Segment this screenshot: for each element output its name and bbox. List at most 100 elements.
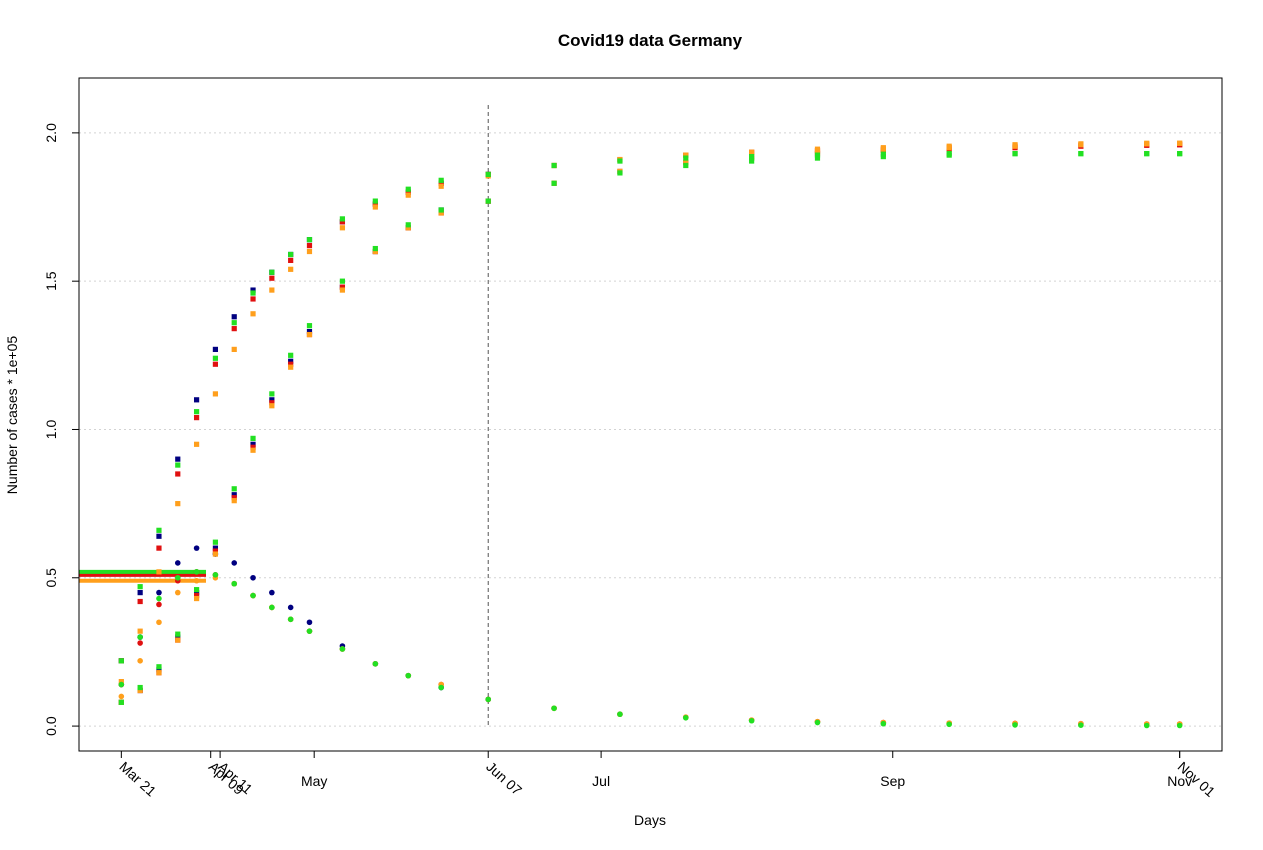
point bbox=[339, 284, 346, 290]
point bbox=[212, 572, 219, 578]
point bbox=[212, 361, 219, 367]
point bbox=[814, 155, 821, 161]
point bbox=[156, 601, 162, 608]
point bbox=[405, 222, 411, 228]
point bbox=[231, 498, 237, 504]
point bbox=[372, 248, 378, 255]
point bbox=[880, 154, 886, 160]
point bbox=[1177, 151, 1183, 157]
y-tick-label: 0.0 bbox=[43, 716, 59, 736]
point bbox=[212, 548, 219, 554]
point bbox=[683, 155, 689, 161]
point bbox=[551, 162, 557, 169]
point bbox=[156, 533, 162, 539]
point bbox=[288, 352, 294, 358]
point bbox=[175, 501, 181, 507]
point bbox=[405, 186, 411, 192]
point bbox=[306, 323, 313, 329]
point bbox=[250, 444, 256, 450]
point bbox=[617, 158, 623, 164]
point bbox=[250, 311, 256, 317]
point bbox=[372, 198, 378, 204]
point bbox=[438, 180, 444, 186]
point bbox=[231, 495, 237, 501]
point bbox=[288, 266, 294, 272]
y-tick-label: 1.5 bbox=[43, 271, 59, 291]
point bbox=[156, 589, 162, 596]
point bbox=[306, 331, 313, 338]
point bbox=[1012, 151, 1018, 157]
point bbox=[137, 687, 143, 694]
point bbox=[250, 447, 256, 453]
point bbox=[231, 346, 237, 352]
point bbox=[1177, 140, 1183, 146]
x-tick-label: Nov bbox=[1167, 773, 1192, 789]
point bbox=[156, 670, 162, 676]
point bbox=[137, 584, 143, 590]
point bbox=[339, 646, 346, 652]
point bbox=[306, 619, 313, 626]
point bbox=[156, 569, 162, 575]
point bbox=[231, 314, 237, 320]
point bbox=[156, 667, 162, 673]
point bbox=[269, 403, 275, 409]
point bbox=[137, 684, 143, 691]
point bbox=[174, 574, 181, 581]
point bbox=[175, 637, 181, 643]
point bbox=[946, 145, 952, 151]
point bbox=[1078, 722, 1084, 728]
point bbox=[405, 672, 412, 679]
y-tick-label: 1.0 bbox=[43, 420, 59, 440]
point bbox=[212, 545, 219, 551]
point bbox=[212, 551, 219, 557]
point bbox=[250, 435, 256, 441]
point bbox=[288, 358, 294, 364]
x-tick-label: May bbox=[301, 773, 327, 789]
point bbox=[1143, 722, 1150, 729]
point bbox=[118, 699, 124, 705]
point bbox=[175, 462, 181, 468]
point bbox=[288, 251, 294, 258]
point bbox=[212, 355, 219, 361]
point bbox=[193, 577, 200, 584]
point bbox=[306, 237, 313, 243]
point bbox=[683, 152, 689, 158]
point bbox=[1012, 722, 1018, 728]
point bbox=[156, 527, 162, 533]
point bbox=[946, 721, 952, 728]
point bbox=[193, 569, 200, 575]
point bbox=[682, 714, 689, 721]
point bbox=[175, 631, 181, 637]
point bbox=[193, 441, 200, 447]
point bbox=[193, 545, 200, 551]
point bbox=[156, 664, 162, 670]
point bbox=[269, 397, 275, 403]
point bbox=[193, 595, 200, 602]
point bbox=[231, 492, 237, 498]
point bbox=[306, 628, 313, 634]
x-tick-label-rotated: Mar 21 bbox=[116, 758, 159, 799]
point bbox=[683, 162, 689, 169]
point bbox=[339, 287, 346, 293]
point bbox=[118, 693, 125, 700]
point bbox=[339, 225, 346, 231]
point bbox=[880, 720, 887, 727]
point bbox=[156, 619, 162, 626]
point bbox=[231, 560, 238, 566]
point bbox=[814, 146, 821, 152]
point bbox=[212, 391, 219, 397]
point bbox=[250, 574, 256, 581]
x-tick-label: Jul bbox=[592, 773, 610, 789]
point bbox=[156, 595, 162, 602]
point bbox=[485, 171, 491, 177]
y-tick-label: 0.5 bbox=[43, 568, 59, 588]
point bbox=[1012, 143, 1018, 149]
point bbox=[1144, 141, 1150, 147]
point bbox=[269, 604, 275, 611]
point bbox=[269, 287, 275, 293]
point bbox=[250, 296, 256, 302]
point bbox=[749, 158, 755, 164]
point bbox=[137, 590, 143, 596]
point bbox=[405, 192, 411, 198]
x-tick-label-rotated: Jun 07 bbox=[483, 758, 525, 798]
